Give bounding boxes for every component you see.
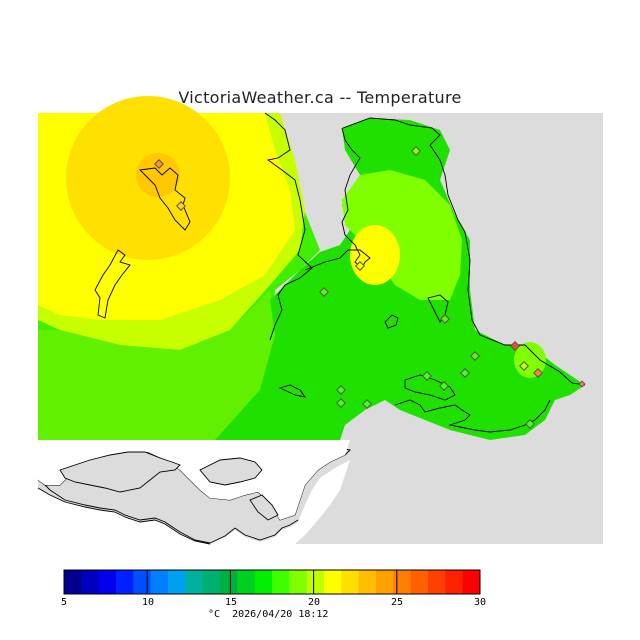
legend-tick-label: 15 (224, 597, 238, 608)
station-marker (355, 261, 365, 271)
station-marker (470, 351, 480, 361)
legend-swatch (428, 570, 446, 594)
legend-swatch (150, 570, 169, 594)
station-marker (510, 341, 520, 351)
legend-swatch (445, 570, 464, 594)
legend-swatch (341, 570, 360, 594)
station-marker (422, 371, 432, 381)
legend-swatch (98, 570, 117, 594)
timestamp-footer: °C 2026/04/20 18:12 (208, 609, 328, 620)
legend-swatch (116, 570, 134, 594)
station-marker (411, 146, 421, 156)
legend-tick-label: 5 (60, 597, 68, 608)
legend-swatch (220, 570, 238, 594)
station-marker (336, 398, 346, 408)
legend-tick-label: 10 (141, 597, 155, 608)
no-data-land (38, 440, 350, 520)
legend-swatch (64, 570, 82, 594)
legend-swatch (358, 570, 377, 594)
station-marker (533, 368, 543, 378)
legend-swatch (237, 570, 256, 594)
station-marker (362, 399, 372, 409)
legend-swatch (410, 570, 429, 594)
legend-tick-label: 30 (473, 597, 487, 608)
legend-swatch (289, 570, 308, 594)
legend-swatch (81, 570, 100, 594)
color-legend (63, 569, 481, 595)
legend-swatch (185, 570, 204, 594)
legend-swatch (254, 570, 273, 594)
station-markers (154, 146, 586, 429)
legend-swatch (202, 570, 221, 594)
legend-swatch (306, 570, 325, 594)
legend-swatch (168, 570, 186, 594)
legend-tick-label: 25 (390, 597, 404, 608)
station-marker (154, 159, 164, 169)
station-marker (176, 201, 186, 211)
legend-swatch (393, 570, 412, 594)
station-marker (460, 368, 470, 378)
station-marker (319, 287, 329, 297)
station-marker (578, 380, 586, 388)
legend-swatch (376, 570, 394, 594)
map-title: VictoriaWeather.ca -- Temperature (178, 88, 462, 107)
legend-tick-label: 20 (307, 597, 321, 608)
unit-label: °C (208, 609, 221, 620)
station-marker (519, 361, 529, 371)
station-marker (525, 419, 535, 429)
legend-swatch (462, 570, 481, 594)
datetime-label: 2026/04/20 18:12 (232, 609, 329, 620)
station-marker (336, 385, 346, 395)
station-marker (440, 314, 450, 324)
legend-swatch (133, 570, 152, 594)
legend-swatch (272, 570, 290, 594)
legend-swatch (324, 570, 342, 594)
station-marker (439, 381, 449, 391)
